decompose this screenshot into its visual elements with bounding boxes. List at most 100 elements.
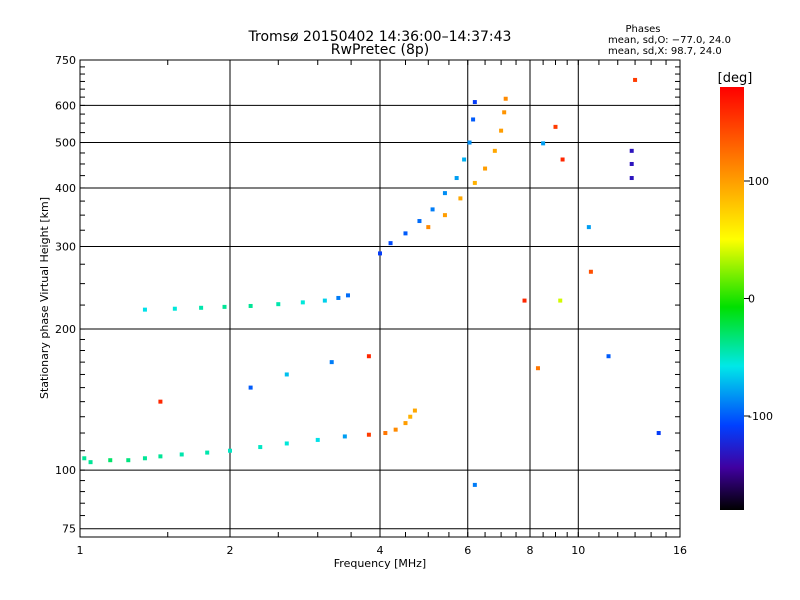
data-point: [366, 432, 371, 437]
data-point: [315, 437, 320, 442]
data-point: [322, 298, 327, 303]
x-tick-label: 2: [227, 544, 234, 557]
x-tick-label: 10: [571, 544, 585, 557]
data-point: [472, 482, 477, 487]
data-point: [503, 96, 508, 101]
data-point: [629, 176, 634, 181]
data-points: [82, 77, 661, 487]
colorbar-tick-label: 100: [748, 175, 769, 188]
data-point: [345, 293, 350, 298]
data-point: [462, 157, 467, 162]
data-point: [541, 141, 546, 146]
data-point: [426, 225, 431, 230]
data-point: [492, 148, 497, 153]
y-tick-label: 200: [55, 323, 76, 336]
data-point: [502, 110, 507, 115]
data-point: [558, 298, 563, 303]
data-point: [442, 191, 447, 196]
data-point: [586, 225, 591, 230]
data-point: [454, 176, 459, 181]
data-point: [366, 354, 371, 359]
data-point: [412, 408, 417, 413]
data-point: [499, 128, 504, 133]
chart-title: Tromsø 20150402 14:36:00–14:37:43: [248, 29, 512, 45]
data-point: [535, 366, 540, 371]
data-point: [472, 100, 477, 105]
y-tick-label: 300: [55, 241, 76, 254]
data-point: [336, 295, 341, 300]
colorbar-ticks: 100 0 -100: [744, 175, 773, 423]
data-point: [560, 157, 565, 162]
chart-subtitle: RwPretec (8p): [331, 42, 429, 58]
data-point: [248, 385, 253, 390]
data-point: [417, 219, 422, 224]
colorbar-tick-label: 0: [748, 293, 755, 306]
data-point: [300, 300, 305, 305]
data-point: [403, 421, 408, 426]
colorbar-tick-label: -100: [748, 410, 773, 423]
data-point: [442, 213, 447, 218]
data-point: [467, 140, 472, 145]
y-tick-label: 100: [55, 464, 76, 477]
data-point: [483, 166, 488, 171]
y-tick-label: 600: [55, 99, 76, 112]
data-point: [158, 454, 163, 459]
data-point: [472, 180, 477, 185]
y-tick-label: 400: [55, 182, 76, 195]
data-point: [248, 303, 253, 308]
data-point: [88, 460, 93, 465]
data-point: [329, 360, 334, 365]
data-point: [403, 231, 408, 236]
data-point: [284, 372, 289, 377]
data-point: [199, 305, 204, 310]
data-point: [393, 427, 398, 432]
data-point: [471, 117, 476, 122]
axis-ticks: 1 2 4 6 8 10 16 75 100 200 300 400 500 600 750: [55, 54, 687, 557]
data-point: [142, 456, 147, 461]
x-tick-label: 1: [77, 544, 84, 557]
data-point: [656, 431, 661, 436]
data-point: [258, 445, 263, 450]
data-point: [276, 302, 281, 307]
x-axis-label: Frequency [MHz]: [334, 557, 426, 570]
stats-heading: Phases: [625, 24, 660, 35]
data-point: [342, 434, 347, 439]
data-point: [378, 251, 382, 256]
x-tick-label: 16: [673, 544, 687, 557]
data-point: [588, 269, 593, 274]
data-point: [606, 354, 611, 359]
x-tick-label: 4: [377, 544, 384, 557]
data-point: [458, 196, 463, 201]
grid-lines: [80, 60, 680, 537]
colorbar-unit: [deg]: [718, 71, 753, 86]
data-point: [522, 298, 527, 303]
data-point: [158, 399, 163, 404]
data-point: [142, 307, 147, 312]
data-point: [228, 448, 232, 453]
data-point: [388, 241, 393, 246]
data-point: [430, 207, 435, 212]
data-point: [126, 458, 131, 463]
x-tick-label: 6: [464, 544, 471, 557]
data-point: [108, 458, 113, 463]
y-tick-label: 500: [55, 137, 76, 150]
data-point: [179, 452, 184, 457]
stats-line-x: mean, sd,X: 98.7, 24.0: [608, 46, 722, 57]
data-point: [172, 306, 177, 311]
data-point: [82, 456, 87, 461]
data-point: [408, 414, 413, 419]
y-axis-label: Stationary phase Virtual Height [km]: [38, 197, 51, 399]
x-tick-label: 8: [527, 544, 534, 557]
data-point: [633, 77, 638, 82]
data-point: [284, 441, 289, 446]
y-tick-label: 75: [62, 523, 76, 536]
data-point: [629, 148, 634, 153]
y-tick-label: 750: [55, 54, 76, 67]
data-point: [222, 304, 227, 309]
data-point: [553, 124, 558, 129]
colorbar: [720, 87, 744, 510]
stats-line-o: mean, sd,O: −77.0, 24.0: [608, 35, 731, 46]
data-point: [629, 161, 634, 166]
data-point: [383, 431, 388, 436]
